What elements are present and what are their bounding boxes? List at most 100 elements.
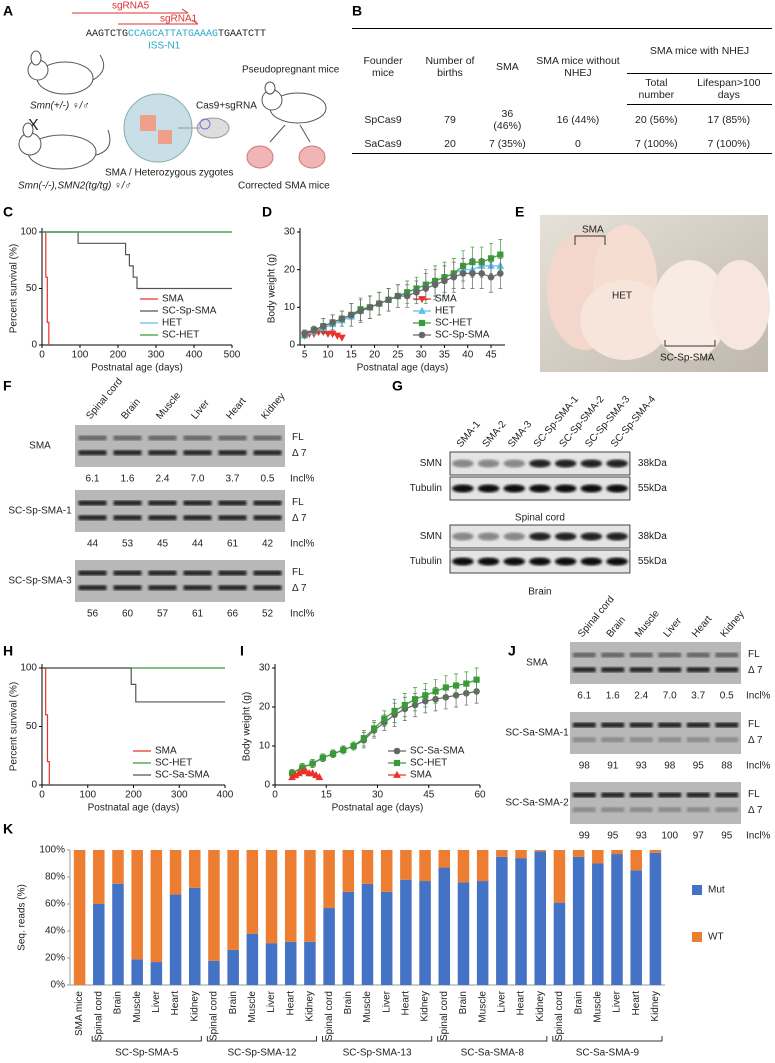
series-line — [42, 231, 232, 290]
gel-band — [183, 450, 212, 456]
marker — [385, 296, 392, 304]
marker — [310, 326, 318, 334]
gel-image — [570, 712, 741, 754]
gel-band — [78, 570, 107, 576]
x-tick-label: Muscle — [132, 991, 143, 1023]
gel-band — [629, 807, 653, 813]
bar-segment — [438, 850, 451, 868]
incl-value: 2.4 — [156, 474, 170, 485]
y-tick-label: 30 — [259, 663, 271, 674]
legend-label: SMA — [155, 746, 177, 757]
size-label: 38kDa — [638, 531, 667, 542]
blot-band — [452, 532, 474, 541]
gel-band — [113, 500, 142, 506]
gel-image — [75, 490, 285, 532]
gel-band — [629, 737, 653, 743]
y-tick-label: 100 — [20, 227, 37, 238]
y-axis-label: Body weight (g) — [267, 254, 278, 323]
gel-band — [572, 667, 596, 673]
blot-band — [503, 484, 526, 493]
band-label: FL — [748, 649, 760, 660]
blot-band — [529, 557, 551, 566]
gel-band — [715, 737, 739, 743]
incl-value: 0.5 — [720, 691, 734, 702]
gel-band — [715, 667, 739, 673]
pup — [246, 145, 274, 169]
band-label: Δ 7 — [292, 448, 307, 459]
x-tick-label: Kidney — [420, 991, 431, 1022]
y-tick-label: 50 — [26, 721, 38, 732]
y-tick-label: 100% — [39, 845, 65, 856]
bar-segment — [400, 879, 412, 985]
marker — [497, 270, 504, 277]
gel-band — [629, 792, 653, 798]
row-label: SC-Sp-SMA-3 — [8, 576, 72, 587]
marker — [309, 760, 316, 767]
marker — [459, 270, 467, 277]
x-tick-label: Heart — [285, 991, 296, 1016]
row-label: SMN — [420, 531, 442, 542]
x-tick-label: 40 — [462, 350, 474, 361]
marker — [497, 251, 504, 258]
x-tick-label: Liver — [612, 990, 623, 1012]
gel-image — [75, 425, 285, 467]
blot-band — [503, 557, 526, 566]
band-label: Δ 7 — [292, 583, 307, 594]
x-tick-label: 200 — [110, 350, 127, 361]
gel-band — [253, 585, 282, 591]
gel-band — [658, 807, 682, 813]
row-label: SMA — [526, 658, 548, 669]
gel-band — [658, 667, 682, 673]
incl-value: 44 — [192, 539, 204, 550]
marker — [418, 296, 426, 304]
size-label: 55kDa — [638, 556, 667, 567]
bar-segment — [553, 850, 566, 903]
incl-value: 53 — [122, 539, 134, 550]
marker — [403, 292, 411, 300]
incl-label: Incl% — [746, 691, 771, 702]
marker — [413, 288, 420, 296]
blot-caption: Spinal cord — [515, 513, 565, 524]
row-label: SMA — [29, 441, 51, 452]
blot-band — [606, 459, 628, 468]
incl-value: 3.7 — [226, 474, 240, 485]
blot-band — [554, 532, 577, 541]
x-tick-label: Kidney — [650, 991, 661, 1022]
legend-label: SMA — [162, 294, 184, 305]
arrow-head — [181, 8, 189, 14]
marker — [301, 330, 308, 338]
group-bracket — [91, 1036, 202, 1042]
legend-label: SC-HET — [162, 330, 199, 341]
arrow-head — [191, 19, 199, 25]
gel-band — [715, 652, 739, 658]
incl-value: 52 — [262, 609, 274, 620]
lane-label: Brain — [119, 397, 142, 422]
bar-segment — [649, 850, 662, 853]
x-tick-label: 5 — [302, 350, 308, 361]
incl-value: 91 — [607, 761, 619, 772]
seq-part: TGAATCTT — [218, 29, 266, 40]
x-tick-label: Heart — [516, 991, 527, 1016]
panel-label: D — [262, 204, 272, 220]
incl-value: 66 — [227, 609, 239, 620]
x-tick-label: 300 — [148, 350, 165, 361]
blot-band — [606, 532, 628, 541]
seq-part: AAGTCTG — [86, 29, 128, 40]
incl-value: 45 — [157, 539, 169, 550]
bar-segment — [189, 850, 201, 888]
band-label: Δ 7 — [748, 735, 763, 746]
x-tick-label: Muscle — [247, 991, 258, 1023]
bar-segment — [265, 943, 278, 985]
incl-value: 7.0 — [191, 474, 205, 485]
gel-band — [148, 570, 177, 576]
blot-band — [452, 484, 474, 493]
marker — [411, 696, 419, 703]
bar-segment — [112, 883, 124, 985]
y-tick-label: 10 — [259, 741, 271, 752]
size-label: 55kDa — [638, 483, 667, 494]
header-cell: SMA mice without NHEJ — [528, 28, 628, 105]
gel-band — [601, 792, 625, 798]
x-tick-label: 60 — [474, 790, 486, 801]
gel-band — [253, 570, 282, 576]
